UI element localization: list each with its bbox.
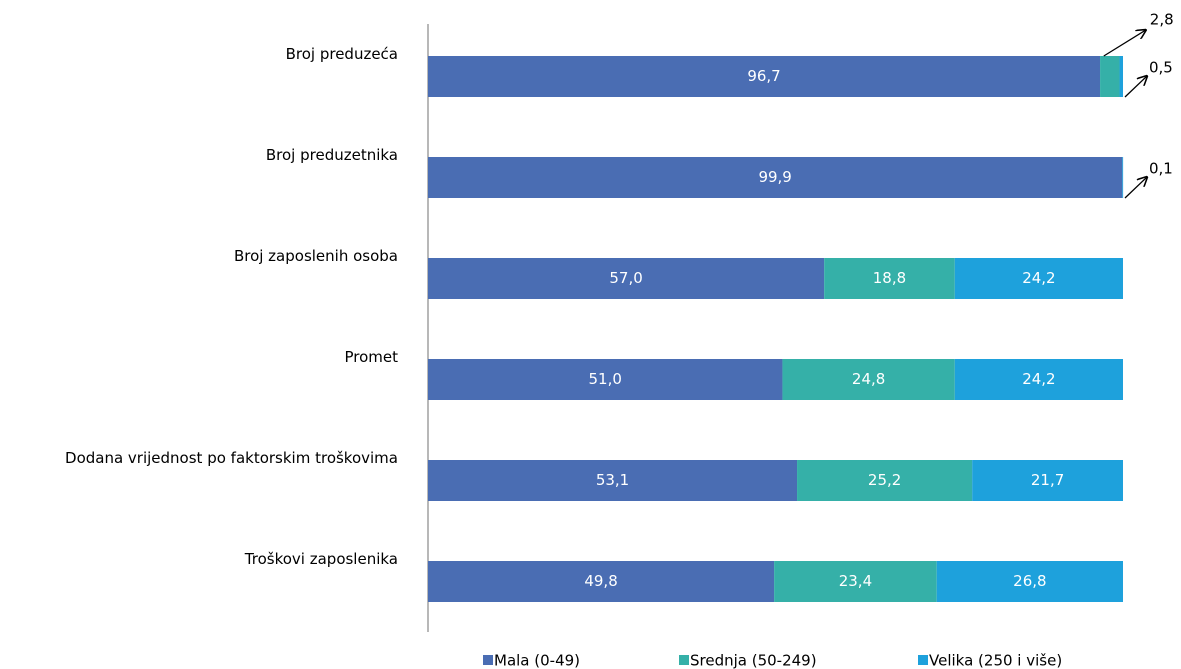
- callout-arrow: [1103, 30, 1146, 57]
- bar-segment: [954, 258, 1123, 299]
- value-label: 0,5: [1149, 59, 1173, 77]
- value-label: 2,8: [1150, 11, 1174, 29]
- callout-arrow: [1124, 177, 1147, 199]
- bar-segment: [428, 359, 783, 400]
- callout-arrow: [1124, 76, 1147, 98]
- bar-segment: [1100, 56, 1120, 97]
- category-label: Promet: [344, 348, 398, 366]
- value-label: 53,1: [596, 471, 629, 489]
- bar-segment: [428, 460, 798, 501]
- bar-segment: [954, 359, 1123, 400]
- bar-segment: [428, 561, 775, 602]
- value-label: 96,7: [747, 67, 780, 85]
- bar-segment: [797, 460, 973, 501]
- bar-segment: [782, 359, 955, 400]
- value-label: 0,1: [1149, 160, 1173, 178]
- category-label: Broj preduzetnika: [266, 146, 398, 164]
- bar-segment: [1119, 56, 1123, 97]
- category-label: Broj zaposlenih osoba: [234, 247, 398, 265]
- value-label: 25,2: [868, 471, 901, 489]
- category-label: Dodana vrijednost po faktorskim troškovi…: [65, 449, 398, 467]
- value-label: 26,8: [1013, 572, 1046, 590]
- value-label: 24,8: [852, 370, 885, 388]
- value-label: 21,7: [1031, 471, 1064, 489]
- category-label: Broj preduzeća: [286, 45, 398, 63]
- category-label: Troškovi zaposlenika: [244, 550, 398, 568]
- legend-label: Mala (0-49): [494, 652, 580, 669]
- bar-segment: [428, 157, 1123, 198]
- bar-segment: [972, 460, 1123, 501]
- value-label: 51,0: [589, 370, 622, 388]
- legend-swatch: [483, 655, 493, 665]
- legend-label: Srednja (50-249): [690, 652, 817, 669]
- value-label: 24,2: [1022, 269, 1055, 287]
- bar-segment: [936, 561, 1123, 602]
- bar-segment: [428, 258, 825, 299]
- value-label: 57,0: [609, 269, 642, 287]
- value-label: 24,2: [1022, 370, 1055, 388]
- value-label: 49,8: [584, 572, 617, 590]
- bar-segment: [824, 258, 955, 299]
- legend-label: Velika (250 i više): [929, 652, 1062, 669]
- bar-segment: [1122, 157, 1124, 198]
- value-label: 18,8: [873, 269, 906, 287]
- legend-swatch: [918, 655, 928, 665]
- bar-segment: [428, 56, 1101, 97]
- value-label: 23,4: [839, 572, 872, 590]
- legend-swatch: [679, 655, 689, 665]
- bar-segment: [774, 561, 937, 602]
- value-label: 99,9: [758, 168, 791, 186]
